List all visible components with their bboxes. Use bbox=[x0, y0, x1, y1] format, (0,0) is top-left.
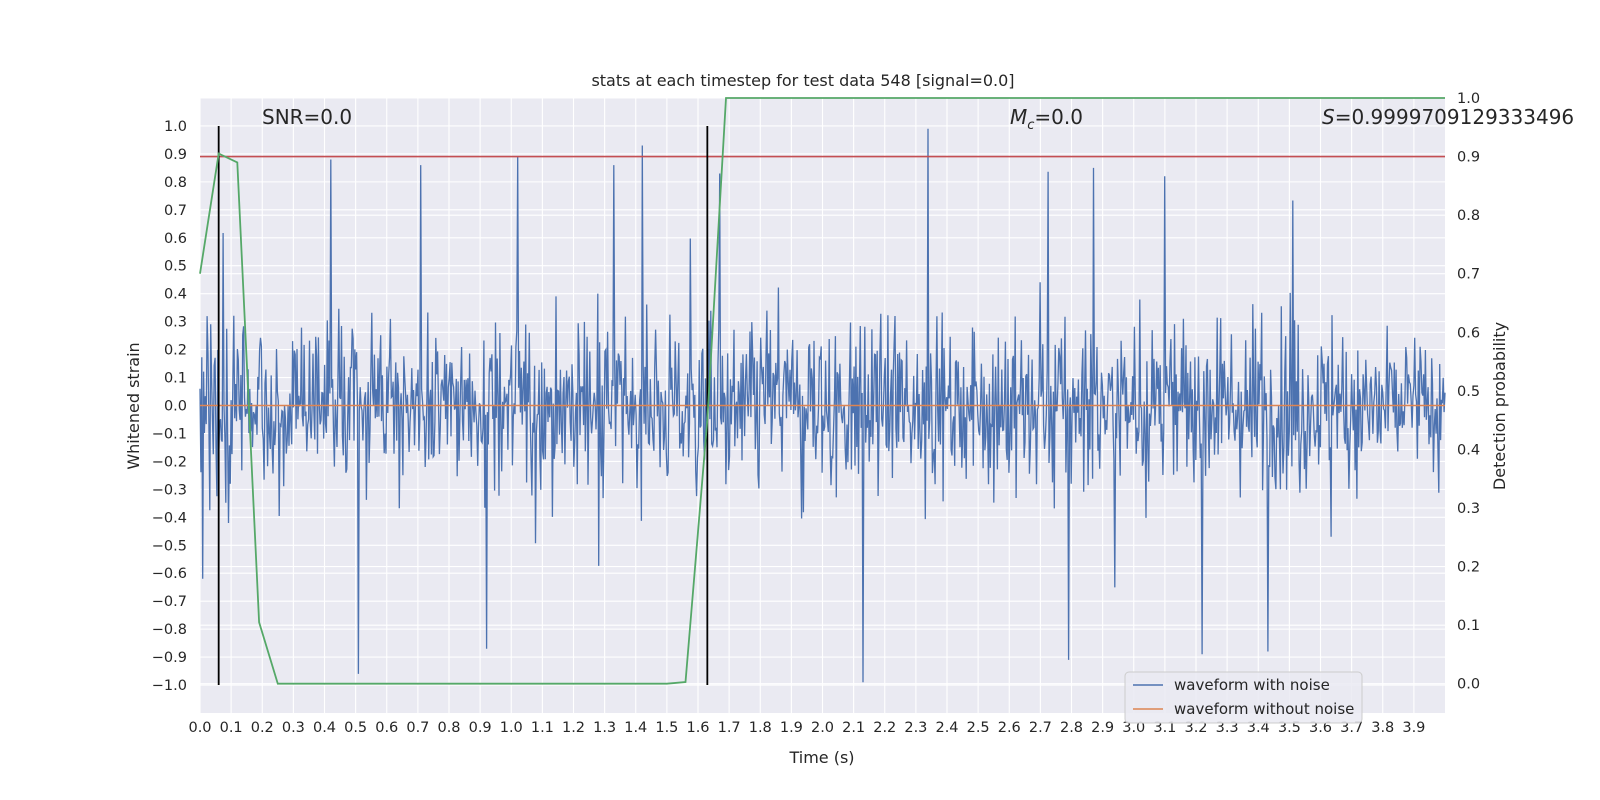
x-tick-label: 0.0 bbox=[188, 720, 211, 736]
noise-waveform-series bbox=[199, 128, 1446, 683]
y2-tick-label: 0.5 bbox=[1457, 384, 1480, 400]
x-tick-label: 2.0 bbox=[811, 720, 834, 736]
x-tick-label: 1.6 bbox=[686, 720, 709, 736]
y-tick-label: 0.0 bbox=[164, 399, 187, 415]
detection-probability-series bbox=[199, 97, 1445, 685]
y-tick-label: −0.5 bbox=[152, 538, 187, 554]
x-tick-label: 0.3 bbox=[282, 720, 305, 736]
y-tick-label: 0.7 bbox=[164, 203, 187, 219]
x-tick-label: 2.5 bbox=[967, 720, 990, 736]
y2-tick-label: 0.2 bbox=[1457, 560, 1480, 576]
x-tick-label: 1.8 bbox=[749, 720, 772, 736]
x-tick-label: 1.1 bbox=[531, 720, 554, 736]
x-tick-label: 2.2 bbox=[873, 720, 896, 736]
x-tick-label: 2.1 bbox=[842, 720, 865, 736]
s-symbol: S bbox=[1322, 105, 1335, 129]
x-tick-label: 2.4 bbox=[935, 720, 958, 736]
x-tick-labels: 0.0 0.1 0.2 0.3 0.4 0.5 0.6 0.7 0.8 0.9 1.0 1.1 1.2 1… bbox=[188, 720, 1425, 736]
x-tick-label: 1.9 bbox=[780, 720, 803, 736]
y-tick-label: 0.2 bbox=[164, 343, 187, 359]
x-tick-label: 0.1 bbox=[220, 720, 243, 736]
x-tick-label: 3.1 bbox=[1153, 720, 1176, 736]
x-tick-label: 3.7 bbox=[1340, 720, 1363, 736]
x-tick-label: 0.9 bbox=[469, 720, 492, 736]
y-tick-label: −0.4 bbox=[152, 510, 187, 526]
mc-value: =0.0 bbox=[1034, 105, 1083, 129]
y-tick-label: 0.1 bbox=[164, 371, 187, 387]
y2-tick-label: 0.1 bbox=[1457, 618, 1480, 634]
y-axis-label: Whitened strain bbox=[124, 342, 143, 469]
x-tick-label: 3.3 bbox=[1216, 720, 1239, 736]
y2-tick-labels: 1.0 0.9 0.8 0.7 0.6 0.5 0.4 0.3 0.2 0.1 0.0 bbox=[1457, 91, 1480, 693]
x-tick-label: 2.7 bbox=[1029, 720, 1052, 736]
snr-annotation: SNR=0.0 bbox=[262, 105, 352, 129]
x-tick-label: 0.2 bbox=[251, 720, 274, 736]
y-tick-label: 1.0 bbox=[164, 119, 187, 135]
y-tick-label: −0.8 bbox=[152, 622, 187, 638]
x-tick-label: 1.4 bbox=[624, 720, 647, 736]
y2-tick-label: 0.7 bbox=[1457, 267, 1480, 283]
s-value: =0.9999709129333496 bbox=[1335, 105, 1574, 129]
y-tick-label: −0.3 bbox=[152, 482, 187, 498]
x-tick-label: 1.2 bbox=[562, 720, 585, 736]
x-tick-label: 1.5 bbox=[655, 720, 678, 736]
y-tick-label: −0.1 bbox=[152, 426, 187, 442]
chart-title: stats at each timestep for test data 548… bbox=[591, 71, 1014, 90]
mc-subscript: c bbox=[1027, 118, 1034, 133]
y2-tick-label: 0.9 bbox=[1457, 150, 1480, 166]
x-tick-label: 0.8 bbox=[437, 720, 460, 736]
y-tick-label: 0.5 bbox=[164, 259, 187, 275]
x-tick-label: 2.9 bbox=[1091, 720, 1114, 736]
y-tick-label: −0.2 bbox=[152, 454, 187, 470]
y-tick-label: −0.6 bbox=[152, 566, 187, 582]
y-tick-label: 0.8 bbox=[164, 175, 187, 191]
x-tick-label: 1.3 bbox=[593, 720, 616, 736]
x-tick-label: 3.9 bbox=[1402, 720, 1425, 736]
x-tick-label: 0.6 bbox=[375, 720, 398, 736]
legend-box bbox=[1124, 671, 1363, 724]
x-tick-label: 3.5 bbox=[1278, 720, 1301, 736]
y2-axis-label: Detection probability bbox=[1490, 322, 1509, 490]
y-tick-label: 0.4 bbox=[164, 287, 187, 303]
x-tick-label: 2.3 bbox=[904, 720, 927, 736]
y2-tick-label: 0.6 bbox=[1457, 325, 1480, 341]
noise-waveform-line bbox=[199, 128, 1446, 683]
mc-symbol: M bbox=[1010, 105, 1027, 129]
y-tick-label: −1.0 bbox=[152, 678, 187, 694]
x-tick-label: 3.8 bbox=[1371, 720, 1394, 736]
y2-tick-label: 1.0 bbox=[1457, 91, 1480, 107]
x-tick-label: 3.6 bbox=[1309, 720, 1332, 736]
x-tick-label: 0.7 bbox=[406, 720, 429, 736]
legend: waveform with noise waveform without noi… bbox=[1124, 671, 1363, 724]
y2-tick-label: 0.4 bbox=[1457, 442, 1480, 458]
legend-label-noise: waveform with noise bbox=[1174, 676, 1330, 694]
y-tick-label: 0.6 bbox=[164, 231, 187, 247]
mc-annotation: Mc=0.0 bbox=[1010, 105, 1083, 133]
x-tick-label: 2.8 bbox=[1060, 720, 1083, 736]
y-tick-label: −0.9 bbox=[152, 650, 187, 666]
y2-tick-label: 0.3 bbox=[1457, 501, 1480, 517]
x-tick-label: 1.7 bbox=[718, 720, 741, 736]
legend-label-clean: waveform without noise bbox=[1174, 700, 1354, 718]
y-tick-label: 0.9 bbox=[164, 147, 187, 163]
y2-tick-label: 0.0 bbox=[1457, 677, 1480, 693]
x-tick-label: 3.2 bbox=[1184, 720, 1207, 736]
x-tick-label: 3.0 bbox=[1122, 720, 1145, 736]
x-tick-label: 0.4 bbox=[313, 720, 336, 736]
y2-tick-label: 0.8 bbox=[1457, 208, 1480, 224]
x-tick-label: 1.0 bbox=[500, 720, 523, 736]
y-tick-labels: 1.0 0.9 0.8 0.7 0.6 0.5 0.4 0.3 0.2 0.1 0.0 −0.1 −0.… bbox=[152, 119, 187, 694]
y-tick-label: −0.7 bbox=[152, 594, 187, 610]
x-axis-label: Time (s) bbox=[788, 748, 854, 767]
y-tick-label: 0.3 bbox=[164, 315, 187, 331]
x-tick-label: 3.4 bbox=[1247, 720, 1270, 736]
x-tick-label: 2.6 bbox=[998, 720, 1021, 736]
detection-probability-line bbox=[199, 97, 1445, 685]
x-tick-label: 0.5 bbox=[344, 720, 367, 736]
s-annotation: S=0.9999709129333496 bbox=[1322, 105, 1574, 129]
